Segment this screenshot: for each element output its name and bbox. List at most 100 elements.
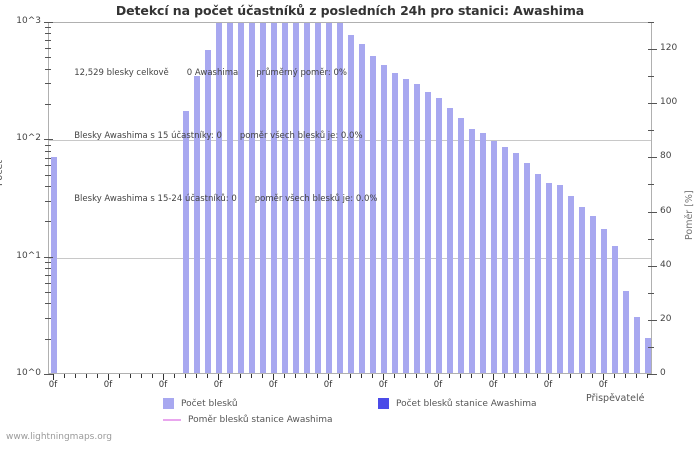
x-axis-tick-label: 0f [323,380,333,390]
y-tick-minor-right [648,347,654,348]
y-tick-minor-left [45,283,51,284]
bar [523,162,530,373]
x-tick-minor [284,374,285,378]
bar [271,23,278,373]
x-tick-minor [75,374,76,378]
x-tick-minor [625,374,626,378]
bar [337,23,344,373]
x-tick-minor [174,374,175,378]
bar [556,185,563,373]
y-axis-right-tick-label: 60 [660,206,672,216]
x-tick-minor [592,374,593,378]
x-tick-minor [240,374,241,378]
x-axis-tick-label: 0f [213,380,223,390]
y-axis-left-tick-label: 10^1 [16,251,41,261]
bar [534,173,541,373]
x-axis-tick-label: 0f [268,380,278,390]
legend-line-marker [163,419,181,421]
bar [413,84,420,373]
y-tick-minor-right [648,22,654,23]
y-tick-minor-left [45,201,51,202]
y-tick-minor-left [45,27,51,28]
y-tick-minor-left [45,262,51,263]
x-tick-minor [460,374,461,378]
bar [589,215,596,373]
y-axis-right-tick-label: 100 [660,97,678,107]
bar [468,129,475,373]
legend-item[interactable]: Počet blesků stanice Awashima [378,398,537,409]
bar [260,23,267,373]
x-tick-minor [372,374,373,378]
y-axis-left-tick-label: 10^3 [16,16,41,26]
bar [644,337,651,373]
bar [315,23,322,373]
x-axis-title: Přispěvatelé [586,393,645,404]
y-tick-minor-right [648,76,654,77]
legend-color-swatch [378,398,389,409]
y-tick-minor-right [648,184,654,185]
bars-layer [49,23,651,373]
y-tick-minor-left [45,57,51,58]
x-tick-major [548,374,549,380]
bar [369,56,376,373]
y-tick-minor-left [45,186,51,187]
bar [600,228,607,373]
x-tick-major [438,374,439,380]
y-tick-minor-left [45,303,51,304]
x-axis-tick-label: 0f [543,380,553,390]
bar [326,23,333,373]
x-tick-minor [471,374,472,378]
x-tick-minor [141,374,142,378]
y-axis-right-tick-label: 0 [660,368,666,378]
y-tick-minor-left [45,175,51,176]
y-tick-major-right [648,374,657,375]
legend-item[interactable]: Počet blesků [163,398,238,409]
x-tick-minor [427,374,428,378]
bar [446,108,453,373]
legend-label: Počet blesků [181,398,238,409]
x-tick-minor [515,374,516,378]
bar [358,43,365,373]
x-axis-tick-label: 0f [48,380,58,390]
y-axis-left-tick-label: 10^2 [16,133,41,143]
bar [435,98,442,373]
x-tick-minor [526,374,527,378]
x-tick-major [163,374,164,380]
x-axis-tick-label: 0f [158,380,168,390]
y-tick-major-left [44,257,53,258]
bar [512,153,519,373]
legend-item[interactable]: Poměr blesků stanice Awashima [163,415,333,425]
bar [380,65,387,373]
x-tick-minor [306,374,307,378]
bar [249,23,256,373]
x-tick-minor [394,374,395,378]
bar [479,133,486,373]
bar [424,91,431,373]
x-tick-minor [361,374,362,378]
bar [304,23,311,373]
y-axis-right-tick-label: 40 [660,260,672,270]
legend-label: Poměr blesků stanice Awashima [188,415,333,425]
y-tick-major-right [648,49,657,50]
y-tick-minor-left [45,145,51,146]
x-tick-minor [350,374,351,378]
y-axis-left-title: Počet [0,160,5,186]
x-tick-minor [482,374,483,378]
x-tick-minor [119,374,120,378]
bar [293,23,300,373]
y-tick-major-right [648,157,657,158]
bar [457,117,464,373]
x-tick-minor [416,374,417,378]
legend-color-swatch [163,398,174,409]
x-tick-major [603,374,604,380]
x-axis-tick-label: 0f [103,380,113,390]
x-tick-major [328,374,329,380]
bar [490,140,497,373]
bar [402,79,409,373]
y-tick-minor-left [45,292,51,293]
y-axis-right-title: Poměr [%] [684,190,695,240]
x-tick-minor [559,374,560,378]
bar [633,317,640,373]
plot-area [48,22,652,374]
y-axis-right-tick-label: 120 [660,43,678,53]
